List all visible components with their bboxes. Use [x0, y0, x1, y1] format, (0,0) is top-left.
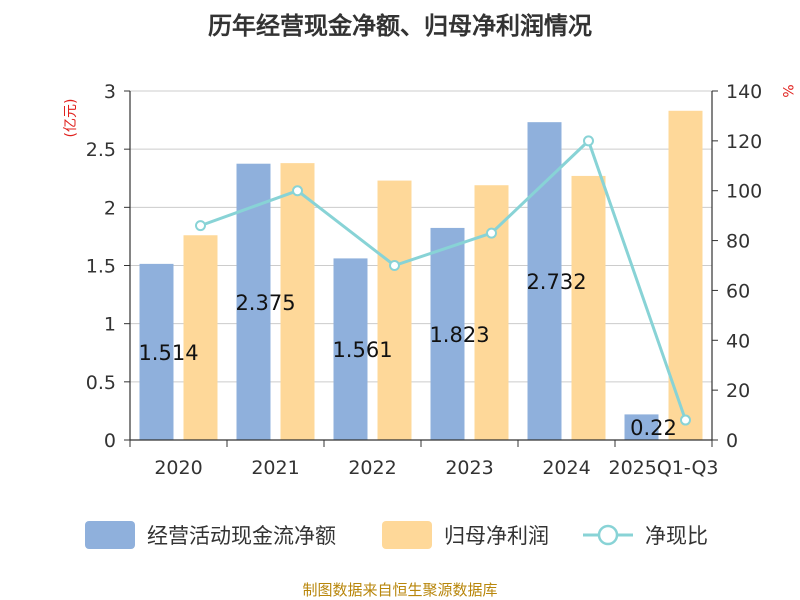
profit-bar	[668, 110, 703, 440]
y-tick-label: 1.5	[86, 256, 116, 278]
x-tick-label: 2023	[445, 457, 493, 479]
y2-tick-label: 100	[726, 181, 762, 203]
cashflow-value-label: 0.22	[630, 416, 677, 440]
profit-bar	[571, 175, 606, 440]
y2-tick-label: 140	[726, 81, 762, 103]
y-tick-label: 2	[104, 197, 116, 219]
x-tick-label: 2024	[542, 457, 590, 479]
cashflow-bar	[430, 227, 465, 440]
y-axis-unit: (亿元)	[63, 99, 79, 138]
cashflow-bar	[527, 122, 562, 440]
profit-bar	[377, 180, 412, 440]
x-tick-label: 2022	[348, 457, 396, 479]
y2-tick-label: 0	[726, 430, 738, 452]
ratio-point	[389, 260, 400, 271]
y2-tick-label: 60	[726, 280, 750, 302]
cashflow-bar	[139, 263, 174, 440]
y2-tick-label: 20	[726, 380, 750, 402]
cashflow-value-label: 1.823	[429, 323, 489, 347]
grid	[130, 90, 712, 383]
cashflow-value-label: 2.732	[526, 270, 586, 294]
cashflow-value-label: 1.561	[332, 338, 392, 362]
y-tick-label: 0	[104, 430, 116, 452]
legend-marker	[597, 524, 619, 546]
axes: 0 0.5 1 1.5 2 2.5 3 0 20 40 60 80 100 120 140 2020 2021 2…	[86, 81, 762, 479]
cashflow-value-label: 1.514	[138, 341, 198, 365]
ratio-point	[486, 227, 497, 239]
y-tick-label: 1	[104, 314, 116, 336]
cashflow-value-label: 2.375	[235, 291, 295, 315]
y2-tick-label: 80	[726, 231, 750, 253]
ratio-point	[195, 220, 206, 232]
legend-swatch	[382, 521, 432, 549]
data-labels: 1.514 2.375 1.561 1.823 2.732 0.22	[138, 270, 676, 440]
y-tick-label: 3	[104, 81, 116, 103]
x-tick-label: 2020	[154, 457, 202, 479]
legend-label: 经营活动现金流净额	[147, 524, 336, 548]
source-note: 制图数据来自恒生聚源数据库	[302, 581, 497, 599]
y-tick-label: 2.5	[86, 139, 116, 161]
x-tick-label: 2021	[251, 457, 299, 479]
ratio-point	[583, 135, 594, 147]
cashflow-bar	[624, 414, 659, 440]
ratio-line	[195, 135, 691, 426]
legend: 经营活动现金流净额 归母净利润 净现比	[85, 521, 708, 549]
y-tick-label: 0.5	[86, 372, 116, 394]
x-tick-label: 2025Q1-Q3	[609, 457, 719, 479]
legend-swatch	[85, 521, 135, 549]
ratio-point	[680, 414, 691, 426]
ratio-point	[292, 185, 303, 197]
profit-bar	[183, 235, 218, 440]
y2-tick-label: 40	[726, 330, 750, 352]
cashflow-bar	[333, 258, 368, 440]
chart-title: 历年经营现金净额、归母净利润情况	[208, 12, 592, 40]
legend-label: 净现比	[645, 524, 708, 548]
profit-bar	[280, 163, 315, 441]
ratio-line-path	[199, 138, 687, 421]
y2-tick-label: 120	[726, 131, 762, 153]
legend-label: 归母净利润	[444, 524, 549, 548]
bars	[139, 110, 703, 441]
y2-axis-unit: %	[779, 84, 795, 97]
